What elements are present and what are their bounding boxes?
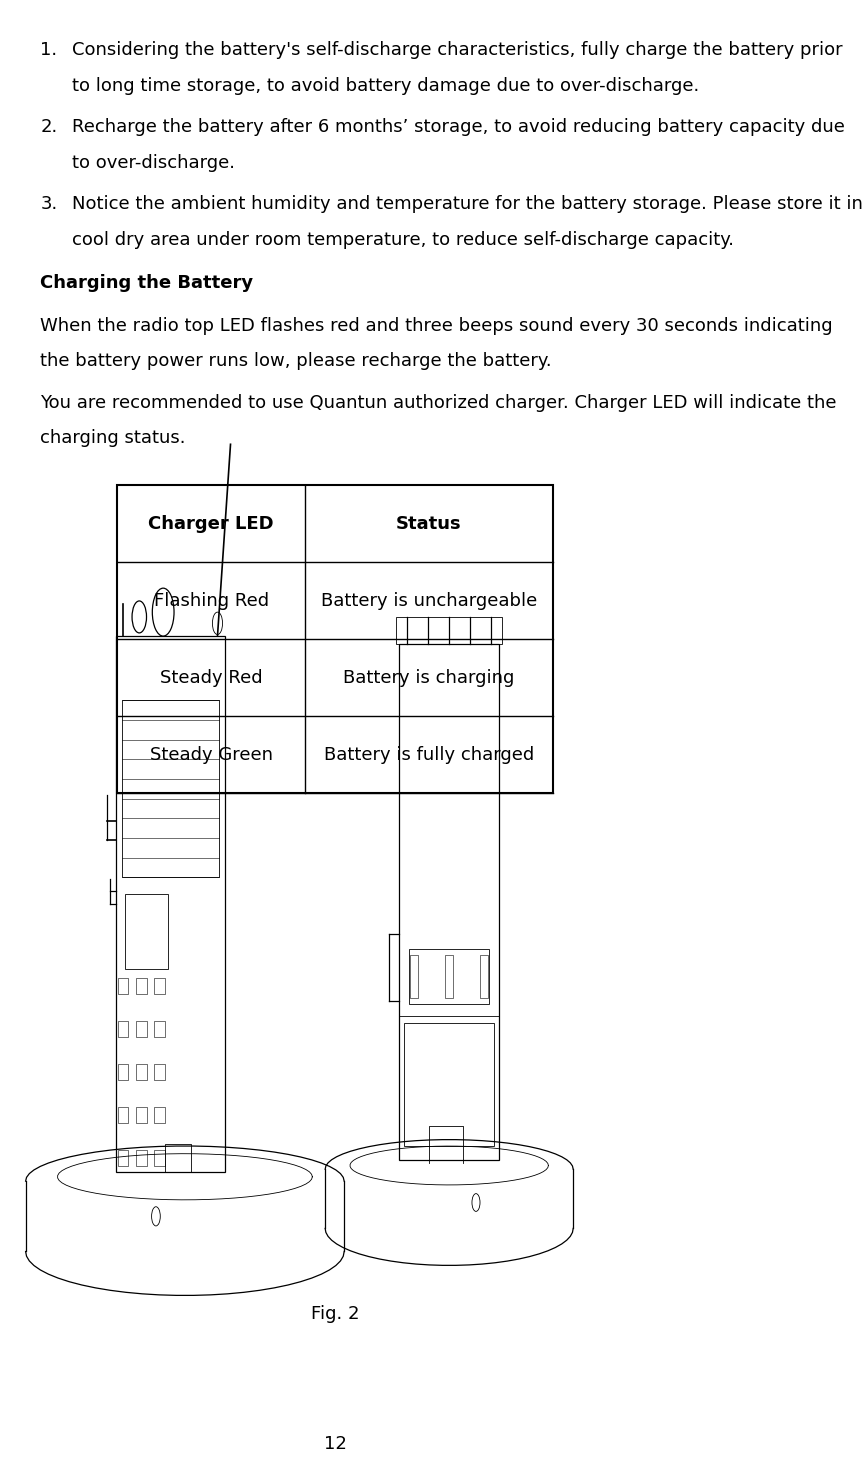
Text: 1.: 1.	[41, 41, 57, 59]
Text: 3.: 3.	[41, 195, 58, 213]
Bar	[155, 978, 165, 995]
Bar	[118, 1107, 129, 1123]
Bar	[137, 978, 147, 995]
Text: Steady Red: Steady Red	[160, 669, 263, 687]
Bar	[124, 894, 168, 968]
Bar	[118, 1021, 129, 1037]
Bar	[399, 644, 499, 1160]
Bar	[122, 700, 219, 878]
Text: cool dry area under room temperature, to reduce self-discharge capacity.: cool dry area under room temperature, to…	[73, 231, 734, 249]
Bar	[118, 1064, 129, 1080]
Text: Flashing Red: Flashing Red	[154, 592, 269, 610]
Bar	[118, 1150, 129, 1166]
Text: Status: Status	[397, 515, 462, 533]
Text: Battery is fully charged: Battery is fully charged	[324, 746, 534, 764]
Bar	[404, 1023, 494, 1146]
Text: Steady Green: Steady Green	[149, 746, 273, 764]
Text: Charging the Battery: Charging the Battery	[41, 274, 253, 292]
Text: to long time storage, to avoid battery damage due to over-discharge.: to long time storage, to avoid battery d…	[73, 77, 700, 95]
Text: to over-discharge.: to over-discharge.	[73, 154, 235, 172]
Text: 2.: 2.	[41, 118, 58, 136]
Text: When the radio top LED flashes red and three beeps sound every 30 seconds indica: When the radio top LED flashes red and t…	[41, 317, 833, 334]
Text: Battery is charging: Battery is charging	[343, 669, 515, 687]
Bar	[480, 955, 488, 998]
Text: You are recommended to use Quantun authorized charger. Charger LED will indicate: You are recommended to use Quantun autho…	[41, 394, 836, 411]
Bar	[155, 1150, 165, 1166]
Bar	[118, 978, 129, 995]
Bar	[397, 617, 502, 644]
Bar	[118, 485, 553, 793]
Bar	[409, 949, 489, 1003]
Text: Charger LED: Charger LED	[149, 515, 274, 533]
Bar	[155, 1021, 165, 1037]
Bar	[155, 1064, 165, 1080]
Bar	[410, 955, 418, 998]
Text: Recharge the battery after 6 months’ storage, to avoid reducing battery capacity: Recharge the battery after 6 months’ sto…	[73, 118, 845, 136]
Text: Considering the battery's self-discharge characteristics, fully charge the batte: Considering the battery's self-discharge…	[73, 41, 843, 59]
Text: the battery power runs low, please recharge the battery.: the battery power runs low, please recha…	[41, 352, 552, 370]
Text: Fig. 2: Fig. 2	[311, 1305, 359, 1323]
Text: Battery is unchargeable: Battery is unchargeable	[321, 592, 537, 610]
Bar	[155, 1107, 165, 1123]
Text: 12: 12	[324, 1436, 346, 1453]
Bar	[137, 1064, 147, 1080]
Text: Notice the ambient humidity and temperature for the battery storage. Please stor: Notice the ambient humidity and temperat…	[73, 195, 863, 213]
Bar	[137, 1150, 147, 1166]
Bar	[445, 955, 454, 998]
Bar	[137, 1107, 147, 1123]
Bar	[137, 1021, 147, 1037]
Text: charging status.: charging status.	[41, 429, 186, 447]
